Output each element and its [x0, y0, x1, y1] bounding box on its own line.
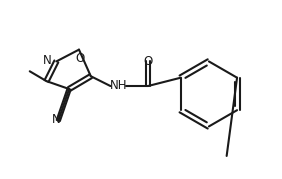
- Text: N: N: [52, 113, 61, 126]
- Text: O: O: [75, 52, 85, 65]
- Text: NH: NH: [110, 79, 127, 92]
- Text: N: N: [43, 54, 51, 67]
- Text: O: O: [143, 55, 153, 67]
